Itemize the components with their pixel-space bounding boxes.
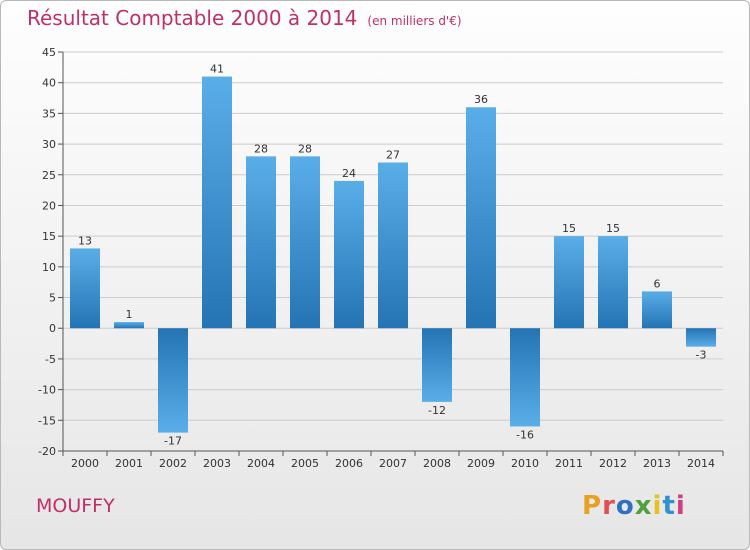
x-tick-label: 2009 [467, 457, 495, 470]
y-tick-label: -20 [38, 445, 56, 458]
data-label: -12 [428, 404, 446, 417]
data-label: 13 [78, 234, 92, 247]
place-name: MOUFFY [36, 495, 115, 517]
bar [422, 328, 452, 402]
chart-title: Résultat Comptable 2000 à 2014 (en millie… [27, 6, 462, 30]
x-tick-label: 2002 [159, 457, 187, 470]
data-label: 41 [210, 63, 224, 76]
x-tick-label: 2007 [379, 457, 407, 470]
x-tick-label: 2005 [291, 457, 319, 470]
logo-letter: o [615, 491, 635, 521]
logo-letter: x [634, 491, 653, 521]
x-tick-label: 2000 [71, 457, 99, 470]
data-label: 28 [298, 142, 312, 155]
bar [114, 322, 144, 329]
y-tick-label: 15 [42, 230, 56, 243]
bar [70, 248, 100, 329]
x-tick-label: 2011 [555, 457, 583, 470]
bar [202, 76, 232, 329]
y-tick-label: -15 [38, 414, 56, 427]
x-tick-label: 2008 [423, 457, 451, 470]
x-tick-label: 2012 [599, 457, 627, 470]
y-tick-label: 10 [42, 261, 56, 274]
x-tick-label: 2013 [643, 457, 671, 470]
bar [158, 328, 188, 433]
bar [378, 162, 408, 329]
y-tick-label: 40 [42, 77, 56, 90]
logo-letter: i [675, 491, 686, 521]
data-label: -17 [164, 435, 182, 448]
data-label: 27 [386, 148, 400, 161]
data-label: 1 [126, 308, 133, 321]
y-tick-label: -5 [45, 353, 56, 366]
logo-letter: r [602, 491, 616, 521]
data-label: 6 [654, 277, 661, 290]
y-tick-label: 0 [49, 322, 56, 335]
logo-letter: t [662, 491, 676, 521]
y-tick-label: 5 [49, 292, 56, 305]
title-main: Résultat Comptable 2000 à 2014 [27, 6, 358, 30]
title-unit: (en milliers d'€) [367, 14, 462, 28]
bar [554, 236, 584, 329]
x-tick-label: 2004 [247, 457, 275, 470]
y-tick-label: 30 [42, 138, 56, 151]
x-tick-label: 2003 [203, 457, 231, 470]
y-tick-label: -10 [38, 384, 56, 397]
y-tick-label: 20 [42, 199, 56, 212]
data-label: -16 [516, 428, 534, 441]
data-label: -3 [696, 349, 707, 362]
proxiti-logo: Proxiti [582, 491, 686, 521]
data-label: 36 [474, 93, 488, 106]
bar [510, 328, 540, 427]
bar [466, 107, 496, 329]
bar [598, 236, 628, 329]
y-tick-label: 25 [42, 169, 56, 182]
x-tick-label: 2014 [687, 457, 715, 470]
x-tick-label: 2001 [115, 457, 143, 470]
data-label: 15 [562, 222, 576, 235]
bar [334, 180, 364, 329]
data-label: 24 [342, 167, 356, 180]
bar [642, 291, 672, 329]
bar [246, 156, 276, 329]
data-label: 28 [254, 142, 268, 155]
x-tick-label: 2006 [335, 457, 363, 470]
bar [686, 328, 716, 347]
x-tick-label: 2010 [511, 457, 539, 470]
data-label: 15 [606, 222, 620, 235]
y-tick-label: 45 [42, 46, 56, 59]
bar [290, 156, 320, 329]
y-tick-label: 35 [42, 107, 56, 120]
logo-letter: P [582, 491, 603, 521]
logo-letter: i [652, 491, 663, 521]
